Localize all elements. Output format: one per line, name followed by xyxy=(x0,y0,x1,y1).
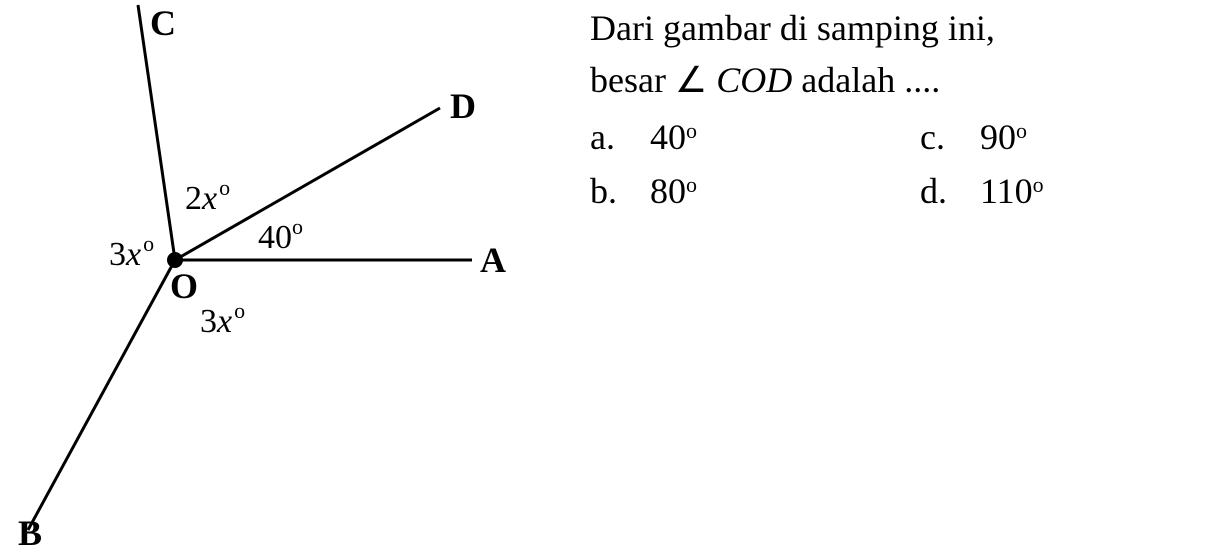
option-value: 80o xyxy=(650,164,697,218)
option-a: a. 40o xyxy=(590,110,920,164)
point-label-D: D xyxy=(450,86,476,126)
question-text-block: Dari gambar di samping ini, besar ∠ COD … xyxy=(590,0,1218,553)
point-label-B: B xyxy=(18,513,42,553)
option-value: 90o xyxy=(980,110,1027,164)
option-letter: b. xyxy=(590,164,650,218)
option-letter: d. xyxy=(920,164,980,218)
angle-diagram: A D C B O 40o 2xo 3xo 3xo xyxy=(0,0,590,553)
point-label-C: C xyxy=(150,3,176,43)
angle-symbol: ∠ xyxy=(675,60,707,100)
angle-label-2x: 2xo xyxy=(185,175,230,217)
option-b: b. 80o xyxy=(590,164,920,218)
angle-label-40: 40o xyxy=(258,214,303,256)
options-grid: a. 40o c. 90o b. 80o d. 110o xyxy=(590,110,1218,218)
point-label-A: A xyxy=(480,240,506,280)
angle-label-3x-left: 3xo xyxy=(109,231,154,273)
question-line-1: Dari gambar di samping ini, xyxy=(590,2,995,54)
ray-OB xyxy=(28,260,175,530)
question-line2-prefix: besar xyxy=(590,60,675,100)
question-line2-suffix: adalah .... xyxy=(792,60,940,100)
option-d: d. 110o xyxy=(920,164,1218,218)
question-line-2: besar ∠ COD adalah .... xyxy=(590,54,940,106)
ray-OC xyxy=(138,5,175,260)
option-value: 110o xyxy=(980,164,1044,218)
option-value: 40o xyxy=(650,110,697,164)
angle-name: COD xyxy=(716,60,792,100)
option-letter: a. xyxy=(590,110,650,164)
option-c: c. 90o xyxy=(920,110,1218,164)
angle-label-3x-bottom: 3xo xyxy=(200,298,245,340)
point-label-O: O xyxy=(170,266,198,306)
option-letter: c. xyxy=(920,110,980,164)
